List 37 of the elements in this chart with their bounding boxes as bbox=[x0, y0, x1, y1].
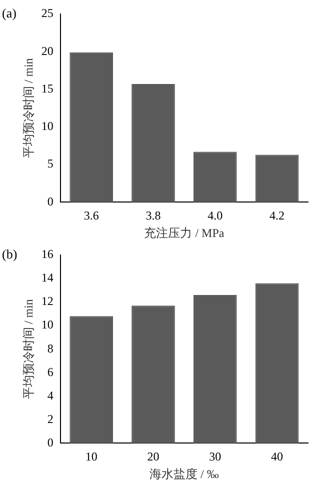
y-tick-label: 5 bbox=[47, 156, 54, 171]
y-tick-label: 20 bbox=[41, 44, 54, 58]
y-tick-label: 0 bbox=[47, 194, 54, 208]
y-tick-label: 15 bbox=[41, 81, 54, 96]
bar bbox=[193, 152, 237, 202]
y-tick-label: 10 bbox=[41, 318, 54, 332]
y-tick-label: 6 bbox=[47, 364, 54, 379]
y-axis-title: 平均预冷时间 / min bbox=[21, 58, 36, 158]
y-tick-label: 10 bbox=[41, 119, 54, 134]
x-axis-title: 海水盐度 / ‰ bbox=[150, 466, 219, 481]
y-tick-label: 4 bbox=[47, 388, 54, 402]
y-tick-label: 0 bbox=[47, 435, 54, 450]
bar bbox=[70, 316, 114, 444]
y-tick-label: 12 bbox=[41, 294, 54, 308]
x-tick-label: 3.6 bbox=[84, 208, 99, 223]
x-tick-label: 20 bbox=[147, 450, 160, 464]
x-tick-label: 4.0 bbox=[208, 208, 223, 223]
x-axis-title: 充注压力 / MPa bbox=[144, 226, 225, 240]
bar bbox=[132, 84, 175, 202]
x-tick-label: 4.2 bbox=[270, 208, 285, 223]
bar bbox=[255, 283, 299, 444]
chart-title: (b) bbox=[2, 246, 18, 262]
x-tick-label: 3.8 bbox=[146, 208, 161, 223]
y-tick-label: 8 bbox=[47, 341, 54, 356]
bar bbox=[70, 52, 114, 202]
bar bbox=[132, 306, 175, 444]
y-tick-label: 25 bbox=[41, 6, 54, 20]
y-tick-label: 16 bbox=[41, 247, 54, 262]
chart-title: (a) bbox=[2, 5, 16, 20]
y-tick-label: 2 bbox=[47, 412, 54, 426]
y-tick-label: 14 bbox=[41, 270, 54, 285]
bar bbox=[255, 154, 299, 202]
bar bbox=[193, 294, 237, 444]
y-axis-title: 平均预冷时间 / min bbox=[21, 299, 36, 400]
x-tick-label: 40 bbox=[271, 450, 284, 464]
x-tick-label: 30 bbox=[209, 450, 222, 464]
x-tick-label: 10 bbox=[85, 450, 98, 464]
